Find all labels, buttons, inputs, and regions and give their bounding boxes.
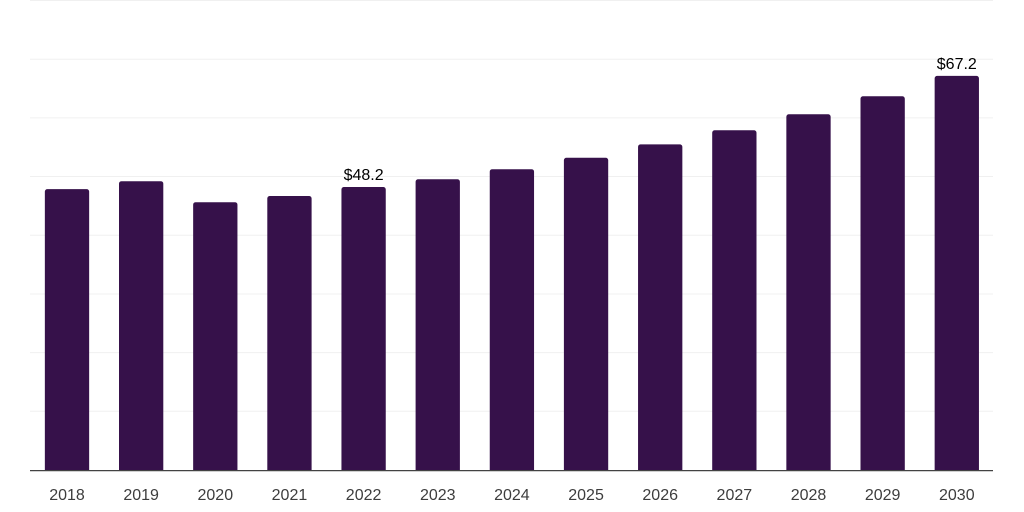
svg-text:2019: 2019: [123, 487, 159, 504]
svg-text:2030: 2030: [939, 487, 975, 504]
svg-text:$48.2: $48.2: [344, 167, 384, 184]
svg-text:2025: 2025: [568, 487, 604, 504]
svg-text:2022: 2022: [346, 487, 382, 504]
svg-text:2029: 2029: [865, 487, 901, 504]
svg-text:2023: 2023: [420, 487, 456, 504]
svg-text:2021: 2021: [272, 487, 308, 504]
svg-text:2020: 2020: [198, 487, 234, 504]
svg-text:2027: 2027: [717, 487, 753, 504]
svg-text:$67.2: $67.2: [937, 56, 977, 73]
svg-text:2026: 2026: [642, 487, 678, 504]
svg-text:2024: 2024: [494, 487, 530, 504]
svg-text:2018: 2018: [49, 487, 85, 504]
svg-text:2028: 2028: [791, 487, 827, 504]
